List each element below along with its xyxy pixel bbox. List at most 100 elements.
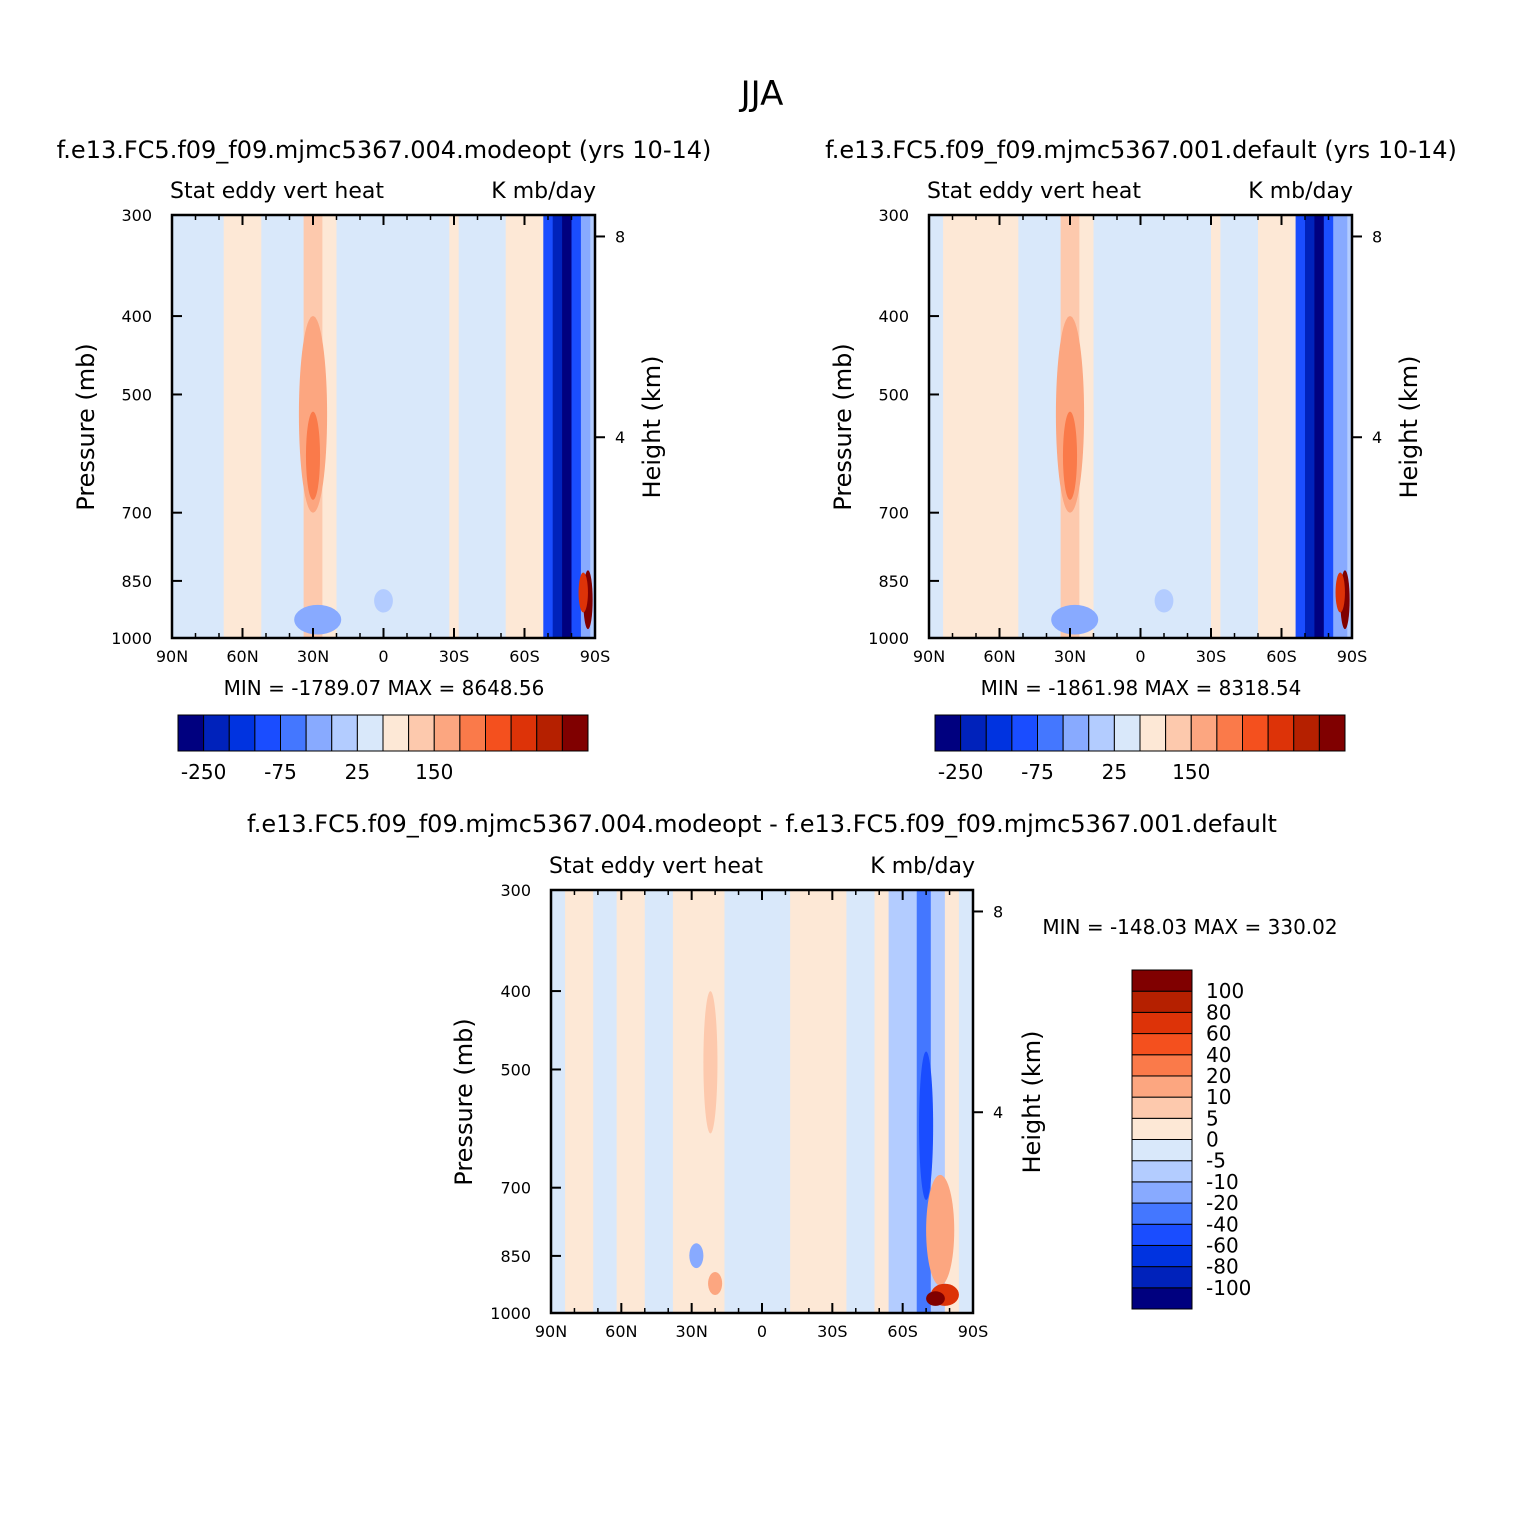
x-tick-label: 90S: [958, 1322, 989, 1341]
y-tick-label: 400: [878, 307, 909, 326]
colorbar-label: 0: [1206, 1128, 1219, 1152]
colorbar-swatch: [203, 714, 230, 752]
colorbar-label: 20: [1206, 1064, 1231, 1088]
colorbar-label: 150: [1172, 760, 1210, 784]
y-right-tick-label: 8: [993, 902, 1003, 921]
x-tick-label: 90N: [913, 647, 945, 666]
y-tick-label: 700: [121, 504, 152, 523]
y-tick-label: 500: [500, 1060, 531, 1079]
contour-band: [790, 890, 847, 1313]
y-right-tick-label: 4: [993, 1103, 1003, 1122]
colorbar-label: -75: [264, 760, 297, 784]
contour-band: [1018, 215, 1062, 638]
x-tick-label: 30N: [676, 1322, 708, 1341]
contour-patch: [1335, 572, 1345, 613]
colorbar-swatch: [1062, 714, 1090, 752]
x-tick-label: 0: [757, 1322, 767, 1341]
contour-band: [172, 215, 187, 638]
contour-patch: [708, 1272, 723, 1295]
contour-band: [322, 215, 338, 638]
contour-patch: [305, 411, 321, 500]
x-tick-label: 60N: [605, 1322, 637, 1341]
contour-band: [458, 215, 507, 638]
colorbar-swatch: [1037, 714, 1064, 752]
colorbar-label: 10: [1206, 1085, 1231, 1109]
contour-band: [1079, 215, 1095, 638]
x-tick-label: 60S: [1266, 647, 1297, 666]
colorbar-label: -250: [938, 760, 983, 784]
x-tick-label: 0: [1135, 647, 1145, 666]
colorbar-label: -20: [1206, 1191, 1239, 1215]
x-tick-label: 90N: [156, 647, 188, 666]
contour-band: [562, 215, 573, 638]
contour-band: [580, 215, 591, 638]
y-tick-label: 400: [500, 982, 531, 1001]
colorbar-swatch: [1131, 990, 1193, 1013]
stats-text: MIN = -1789.07 MAX = 8648.56: [224, 676, 545, 700]
colorbar-swatch: [1131, 1266, 1193, 1289]
x-tick-label: 90S: [1337, 647, 1368, 666]
contour-band: [724, 890, 754, 1313]
panel-title: f.e13.FC5.f09_f09.mjmc5367.004.modeopt -…: [247, 810, 1277, 838]
y-right-tick-label: 4: [1372, 428, 1382, 447]
contour-band: [1295, 215, 1306, 638]
colorbar-label: 5: [1206, 1106, 1219, 1130]
y-axis-label: Pressure (mb): [829, 343, 857, 510]
right-string: K mb/day: [870, 854, 975, 879]
colorbar-swatch: [536, 714, 563, 752]
contour-band: [672, 890, 726, 1313]
colorbar-swatch: [408, 714, 435, 752]
contour-band: [644, 890, 674, 1313]
contour-band: [976, 215, 1019, 638]
contour-band: [593, 890, 618, 1313]
contour-band: [449, 215, 460, 638]
colorbar-swatch: [561, 714, 589, 752]
colorbar-label: -80: [1206, 1255, 1239, 1279]
colorbar-swatch: [960, 714, 987, 752]
colorbar-swatch: [1131, 1160, 1193, 1183]
colorbar: -250 -75 25 150: [177, 714, 589, 784]
colorbar-label: -10: [1206, 1170, 1239, 1194]
colorbar-swatch: [1131, 1139, 1193, 1162]
contour-band: [565, 890, 594, 1313]
colorbar-swatch: [459, 714, 486, 752]
contour-band: [1333, 215, 1348, 638]
contour-band: [186, 215, 225, 638]
x-tick-label: 30S: [817, 1322, 848, 1341]
x-tick-label: 0: [378, 647, 388, 666]
y-tick-label: 700: [878, 504, 909, 523]
contour-patch: [689, 1243, 704, 1269]
colorbar-swatch: [1131, 1223, 1193, 1246]
colorbar-swatch: [382, 714, 410, 752]
colorbar-swatch: [485, 714, 512, 752]
left-string: Stat eddy vert heat: [170, 179, 384, 204]
panel-default: f.e13.FC5.f09_f09.mjmc5367.001.default (…: [825, 136, 1457, 784]
x-tick-label: 60N: [226, 647, 258, 666]
colorbar-swatch: [1131, 1244, 1193, 1268]
colorbar-swatch: [1131, 1011, 1193, 1035]
contour-band: [590, 215, 595, 638]
left-string: Stat eddy vert heat: [927, 179, 1141, 204]
colorbar-swatch: [1131, 1117, 1193, 1140]
y-right-axis-label: Height (km): [1018, 1031, 1046, 1174]
contour-patch: [926, 1174, 955, 1286]
contour-patch: [703, 991, 718, 1134]
colorbar-label: -40: [1206, 1212, 1239, 1236]
y-tick-label: 700: [500, 1179, 531, 1198]
contour-patch: [374, 589, 393, 613]
y-tick-label: 300: [500, 881, 531, 900]
colorbar-swatch: [433, 714, 461, 752]
panel-modeopt: f.e13.FC5.f09_f09.mjmc5367.004.modeopt (…: [57, 136, 712, 784]
left-string: Stat eddy vert heat: [549, 854, 763, 879]
x-tick-label: 30N: [297, 647, 329, 666]
y-right-axis-label: Height (km): [1395, 356, 1423, 499]
contour-band: [552, 215, 563, 638]
colorbar-label: -250: [181, 760, 226, 784]
contour-band: [1093, 215, 1212, 638]
panel-difference: f.e13.FC5.f09_f09.mjmc5367.004.modeopt -…: [247, 810, 1338, 1341]
x-tick-label: 90N: [535, 1322, 567, 1341]
colorbar-swatch: [1131, 1287, 1193, 1310]
colorbar-swatch: [1267, 714, 1295, 752]
colorbar-swatch: [1242, 714, 1269, 752]
y-tick-label: 850: [878, 572, 909, 591]
